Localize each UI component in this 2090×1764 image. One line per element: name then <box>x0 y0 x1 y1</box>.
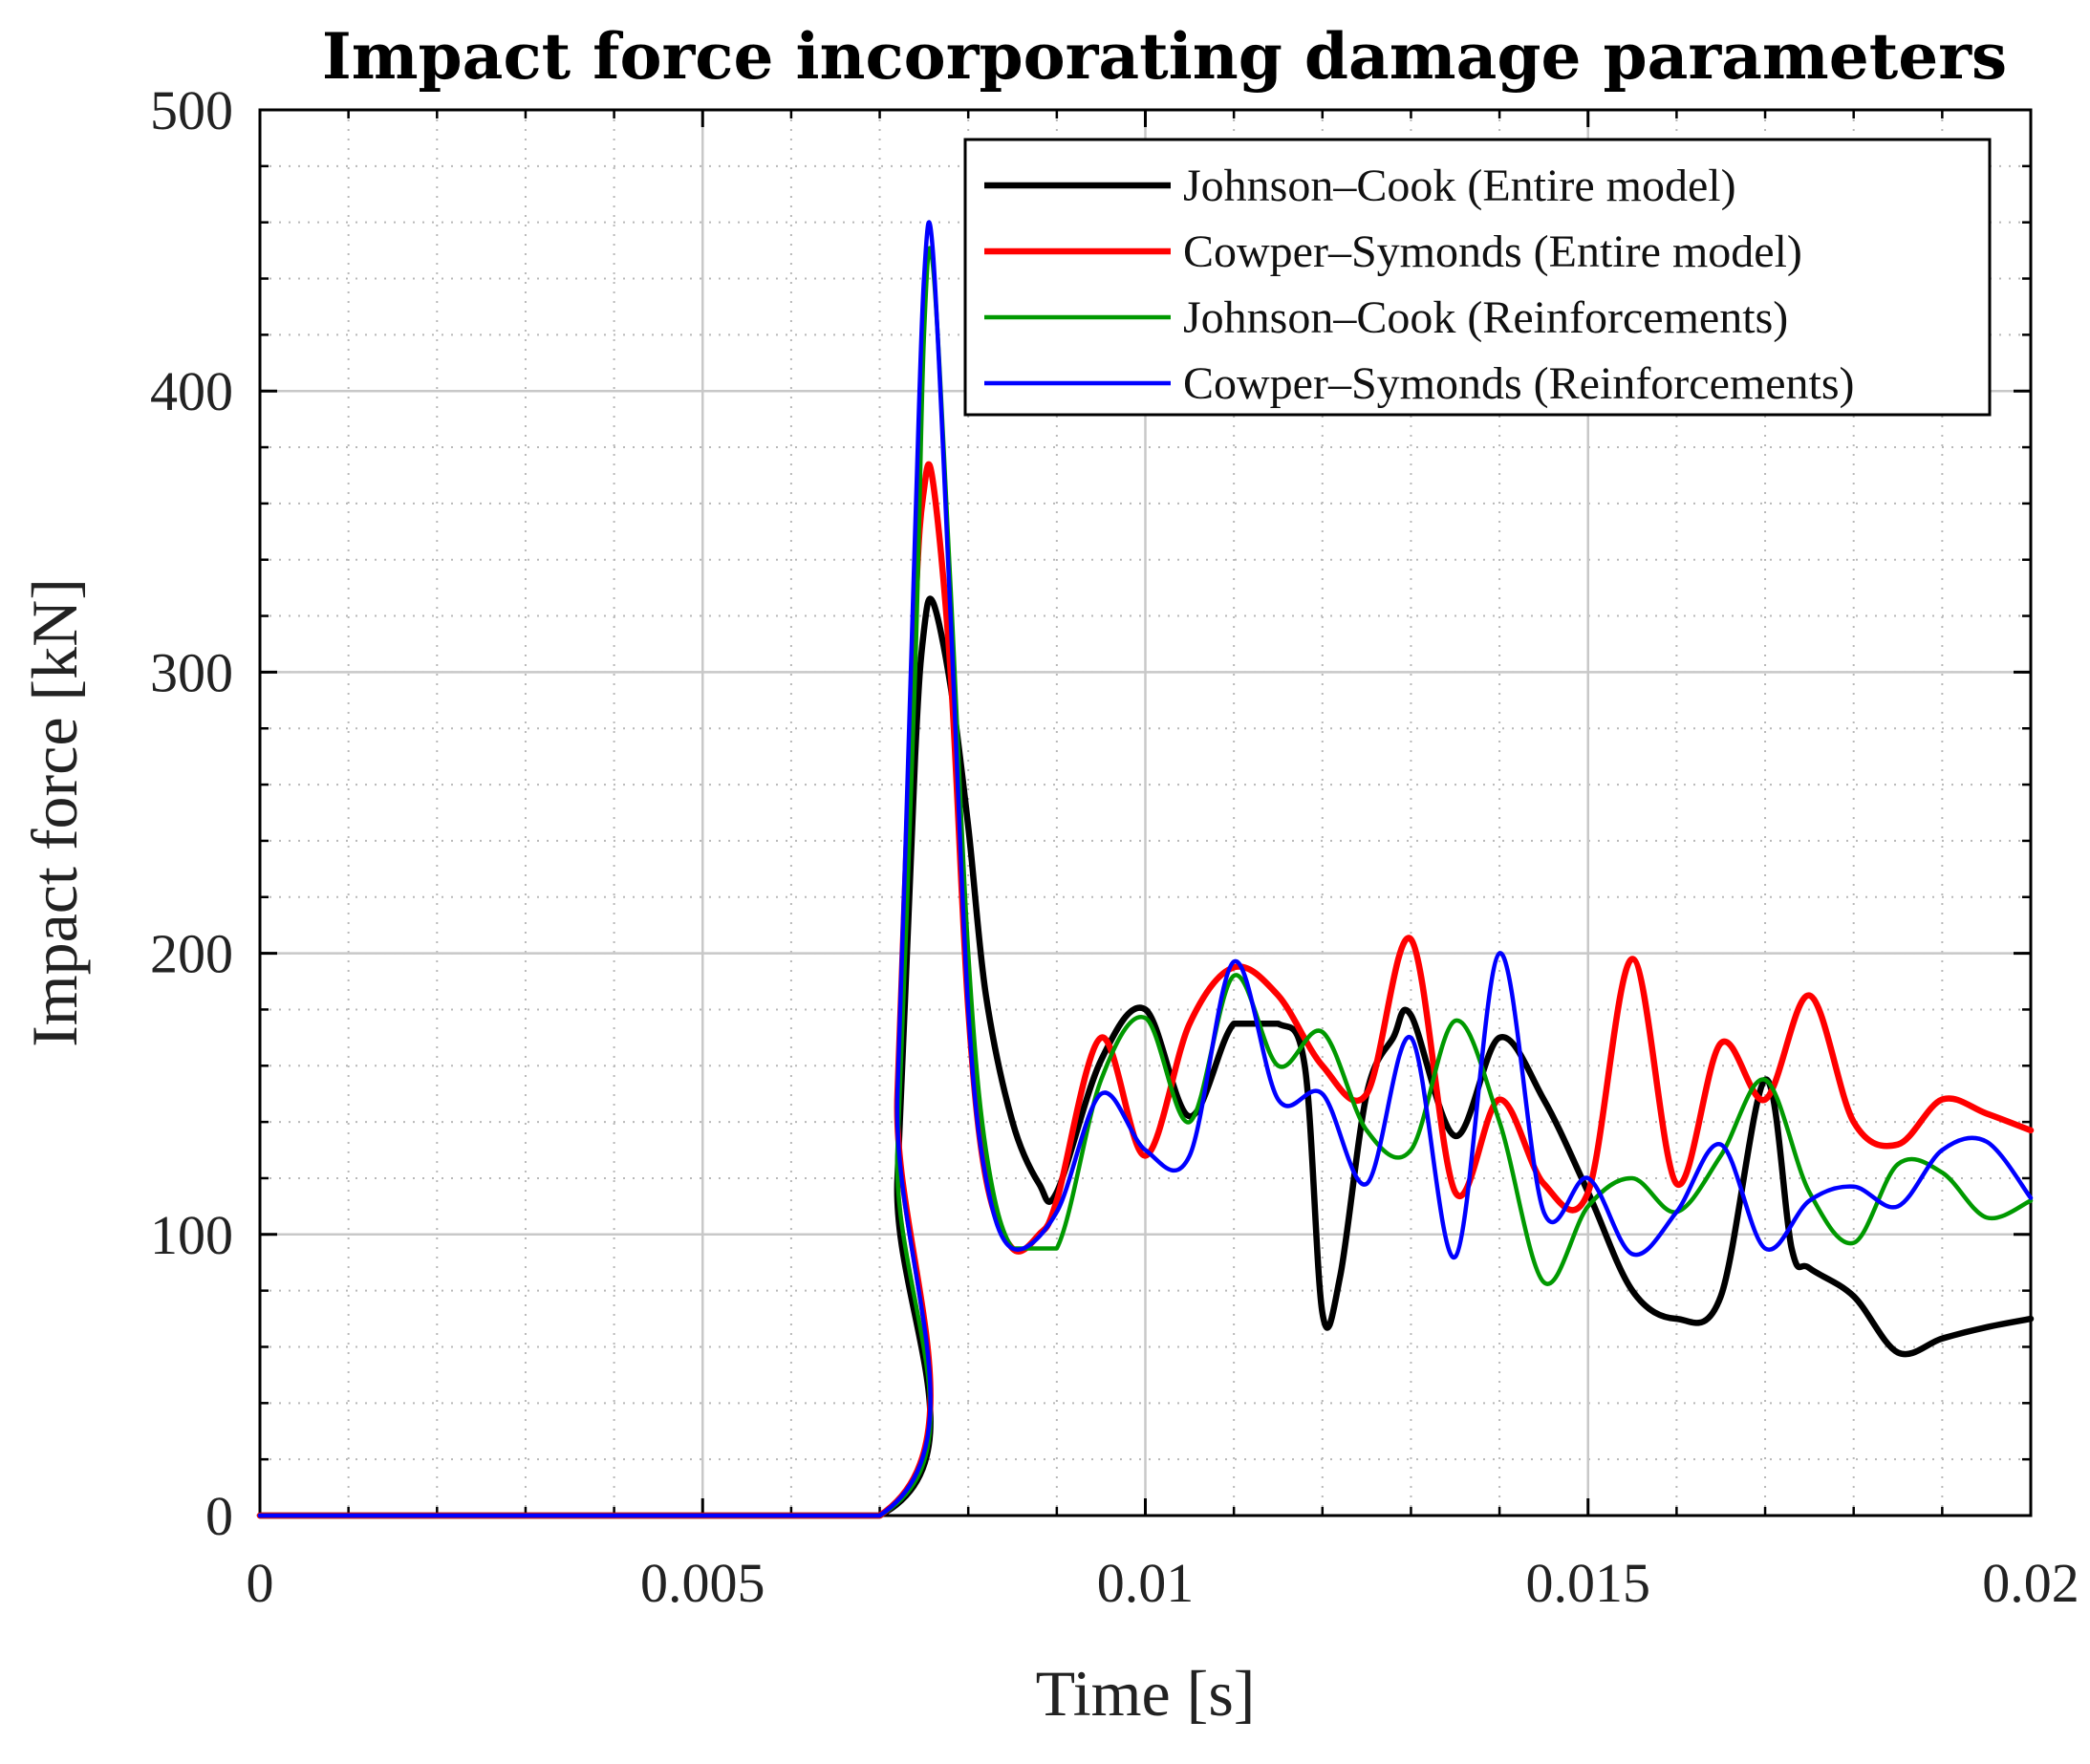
x-tick-label: 0.01 <box>1097 1552 1195 1614</box>
y-tick-label: 400 <box>150 360 233 422</box>
axis-ticks: 0 0.005 0.01 0.015 0.02 0 100 200 300 400 500 <box>150 79 2079 1614</box>
legend-label-2: Cowper–Symonds (Entire model) <box>1183 226 1802 277</box>
x-tick-label: 0 <box>247 1552 274 1614</box>
y-axis-label: Impact force [kN] <box>18 578 91 1047</box>
series-line-1 <box>256 595 2035 1519</box>
legend-label-3: Johnson–Cook (Reinforcements) <box>1183 292 1788 343</box>
chart-title: Impact force incorporating damage parame… <box>322 19 2007 94</box>
y-tick-label: 200 <box>150 923 233 985</box>
legend-label-1: Johnson–Cook (Entire model) <box>1183 161 1736 211</box>
y-tick-label: 500 <box>150 79 233 141</box>
x-tick-label: 0.005 <box>640 1552 765 1614</box>
legend: Johnson–Cook (Entire model) Cowper–Symond… <box>963 138 1992 417</box>
x-tick-label: 0.015 <box>1526 1552 1651 1614</box>
x-tick-label: 0.02 <box>1982 1552 2079 1614</box>
y-tick-label: 100 <box>150 1204 233 1266</box>
series-group <box>256 220 2035 1519</box>
y-tick-label: 0 <box>205 1485 233 1547</box>
series-line-4 <box>257 220 2034 1518</box>
y-tick-label: 300 <box>150 641 233 703</box>
x-axis-label: Time [s] <box>1036 1657 1256 1730</box>
legend-label-4: Cowper–Symonds (Reinforcements) <box>1183 358 1855 409</box>
series-line-3 <box>257 246 2034 1518</box>
